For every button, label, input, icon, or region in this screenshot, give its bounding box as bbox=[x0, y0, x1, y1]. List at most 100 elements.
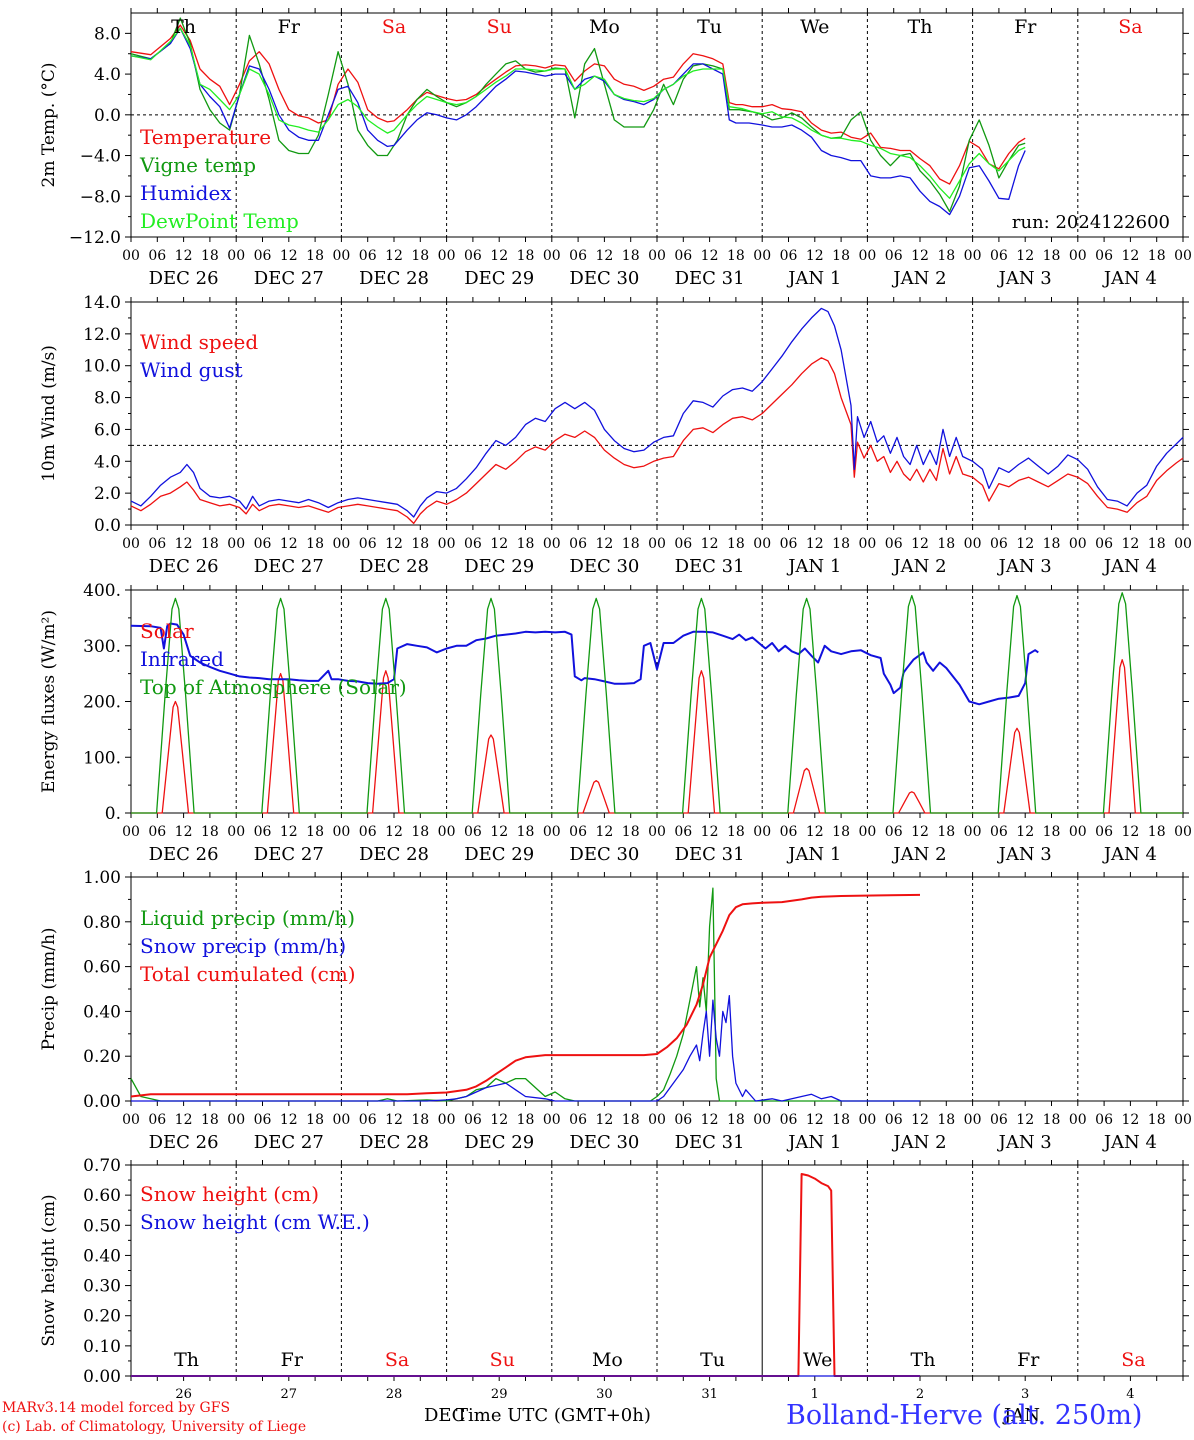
x-hour-label: 06 bbox=[780, 1112, 798, 1128]
x-hour-label: 12 bbox=[490, 536, 508, 552]
weekday-label-bottom: Fr bbox=[281, 1349, 304, 1371]
y-tick-label: 100. bbox=[83, 748, 121, 768]
y-tick-label: 0.20 bbox=[83, 1307, 121, 1327]
x-hour-label: 18 bbox=[306, 248, 324, 264]
x-hour-label: 06 bbox=[569, 1112, 587, 1128]
x-date-label: DEC 28 bbox=[359, 844, 429, 865]
legend-entry: DewPoint Temp bbox=[140, 209, 299, 233]
run-label: run: 2024122600 bbox=[1012, 212, 1170, 233]
day-number-label: 30 bbox=[596, 1387, 613, 1402]
x-hour-label: 06 bbox=[780, 824, 798, 840]
x-hour-label: 06 bbox=[148, 248, 166, 264]
x-hour-label: 00 bbox=[438, 536, 456, 552]
station-label: Bolland-Herve (alt. 250m) bbox=[786, 1400, 1143, 1431]
x-date-label: JAN 1 bbox=[786, 1132, 841, 1153]
x-date-label: JAN 3 bbox=[997, 1132, 1052, 1153]
x-date-label: DEC 28 bbox=[359, 268, 429, 289]
day-number-label: 27 bbox=[281, 1387, 298, 1402]
weekday-label: Fr bbox=[1014, 16, 1037, 38]
x-hour-label: 06 bbox=[1095, 248, 1113, 264]
x-date-label: DEC 26 bbox=[149, 268, 219, 289]
x-hour-label: 18 bbox=[201, 536, 219, 552]
x-hour-label: 00 bbox=[648, 536, 666, 552]
x-hour-label: 06 bbox=[359, 824, 377, 840]
x-date-label: DEC 29 bbox=[464, 556, 534, 577]
series-line-3 bbox=[131, 592, 1183, 814]
x-date-label: DEC 27 bbox=[254, 268, 324, 289]
x-date-label: JAN 2 bbox=[891, 556, 946, 577]
x-date-label: DEC 29 bbox=[464, 1132, 534, 1153]
y-tick-label: 200. bbox=[83, 693, 121, 713]
x-hour-label: 12 bbox=[911, 248, 929, 264]
x-hour-label: 06 bbox=[1095, 536, 1113, 552]
panel-5 bbox=[125, 1160, 1189, 1381]
weekday-label: Su bbox=[487, 16, 512, 38]
legend-entry: Solar bbox=[140, 619, 194, 643]
x-hour-label: 12 bbox=[911, 1112, 929, 1128]
x-hour-label: 12 bbox=[490, 248, 508, 264]
y-tick-label: −4.0 bbox=[80, 147, 121, 167]
x-hour-label: 06 bbox=[674, 824, 692, 840]
x-hour-label: 18 bbox=[937, 1112, 955, 1128]
x-hour-label: 18 bbox=[517, 824, 535, 840]
y-axis-label: 10m Wind (m/s) bbox=[39, 345, 59, 482]
x-hour-label: 00 bbox=[858, 824, 876, 840]
y-axis-label: Precip (mm/h) bbox=[39, 927, 59, 1050]
x-hour-label: 06 bbox=[254, 1112, 272, 1128]
x-hour-label: 18 bbox=[1043, 248, 1061, 264]
x-hour-label: 06 bbox=[780, 536, 798, 552]
y-tick-label: 14.0 bbox=[83, 293, 121, 313]
y-tick-label: 0.0 bbox=[94, 516, 121, 536]
series-line-2 bbox=[130, 307, 1184, 518]
x-hour-label: 18 bbox=[937, 824, 955, 840]
x-hour-label: 12 bbox=[1016, 1112, 1034, 1128]
x-hour-label: 18 bbox=[306, 536, 324, 552]
y-tick-label: 0.40 bbox=[83, 1002, 121, 1022]
x-hour-label: 00 bbox=[438, 1112, 456, 1128]
legend-entry: Liquid precip (mm/h) bbox=[140, 906, 355, 930]
x-hour-label: 12 bbox=[280, 824, 298, 840]
x-hour-label: 18 bbox=[201, 248, 219, 264]
x-hour-label: 18 bbox=[937, 536, 955, 552]
x-hour-label: 00 bbox=[438, 248, 456, 264]
x-hour-label: 00 bbox=[122, 536, 140, 552]
x-axis-title: Time UTC (GMT+0h) bbox=[456, 1405, 651, 1426]
x-date-label: DEC 28 bbox=[359, 1132, 429, 1153]
x-date-label: JAN 1 bbox=[786, 556, 841, 577]
x-hour-label: 06 bbox=[148, 824, 166, 840]
x-hour-label: 06 bbox=[254, 536, 272, 552]
x-hour-label: 06 bbox=[569, 824, 587, 840]
x-hour-label: 12 bbox=[175, 824, 193, 840]
x-hour-label: 06 bbox=[990, 248, 1008, 264]
x-hour-label: 00 bbox=[858, 1112, 876, 1128]
x-date-label: JAN 2 bbox=[891, 844, 946, 865]
x-hour-label: 12 bbox=[280, 536, 298, 552]
x-hour-label: 12 bbox=[385, 1112, 403, 1128]
x-hour-label: 18 bbox=[832, 536, 850, 552]
x-hour-label: 18 bbox=[411, 824, 429, 840]
plot-frame bbox=[130, 301, 1184, 526]
x-date-label: JAN 1 bbox=[786, 844, 841, 865]
credit-line-2: (c) Lab. of Climatology, University of L… bbox=[2, 1419, 307, 1435]
x-date-label: DEC 27 bbox=[254, 556, 324, 577]
x-date-label: DEC 31 bbox=[675, 1132, 745, 1153]
y-tick-label: 0. bbox=[105, 804, 121, 824]
x-date-label: JAN 2 bbox=[891, 1132, 946, 1153]
x-hour-label: 18 bbox=[1043, 824, 1061, 840]
weekday-label-bottom: Th bbox=[911, 1349, 936, 1371]
x-hour-label: 12 bbox=[701, 536, 719, 552]
day-number-label: 2 bbox=[916, 1387, 924, 1402]
x-hour-label: 00 bbox=[964, 536, 982, 552]
x-hour-label: 18 bbox=[622, 1112, 640, 1128]
x-hour-label: 00 bbox=[1174, 824, 1192, 840]
y-tick-label: 6.0 bbox=[94, 420, 121, 440]
y-tick-label: 1.00 bbox=[83, 868, 121, 888]
x-hour-label: 00 bbox=[964, 824, 982, 840]
x-hour-label: 18 bbox=[832, 824, 850, 840]
x-hour-label: 12 bbox=[911, 536, 929, 552]
x-hour-label: 00 bbox=[1069, 824, 1087, 840]
x-hour-label: 18 bbox=[411, 1112, 429, 1128]
y-tick-label: 2.0 bbox=[94, 484, 121, 504]
x-date-label: DEC 30 bbox=[569, 844, 639, 865]
x-hour-label: 18 bbox=[622, 248, 640, 264]
